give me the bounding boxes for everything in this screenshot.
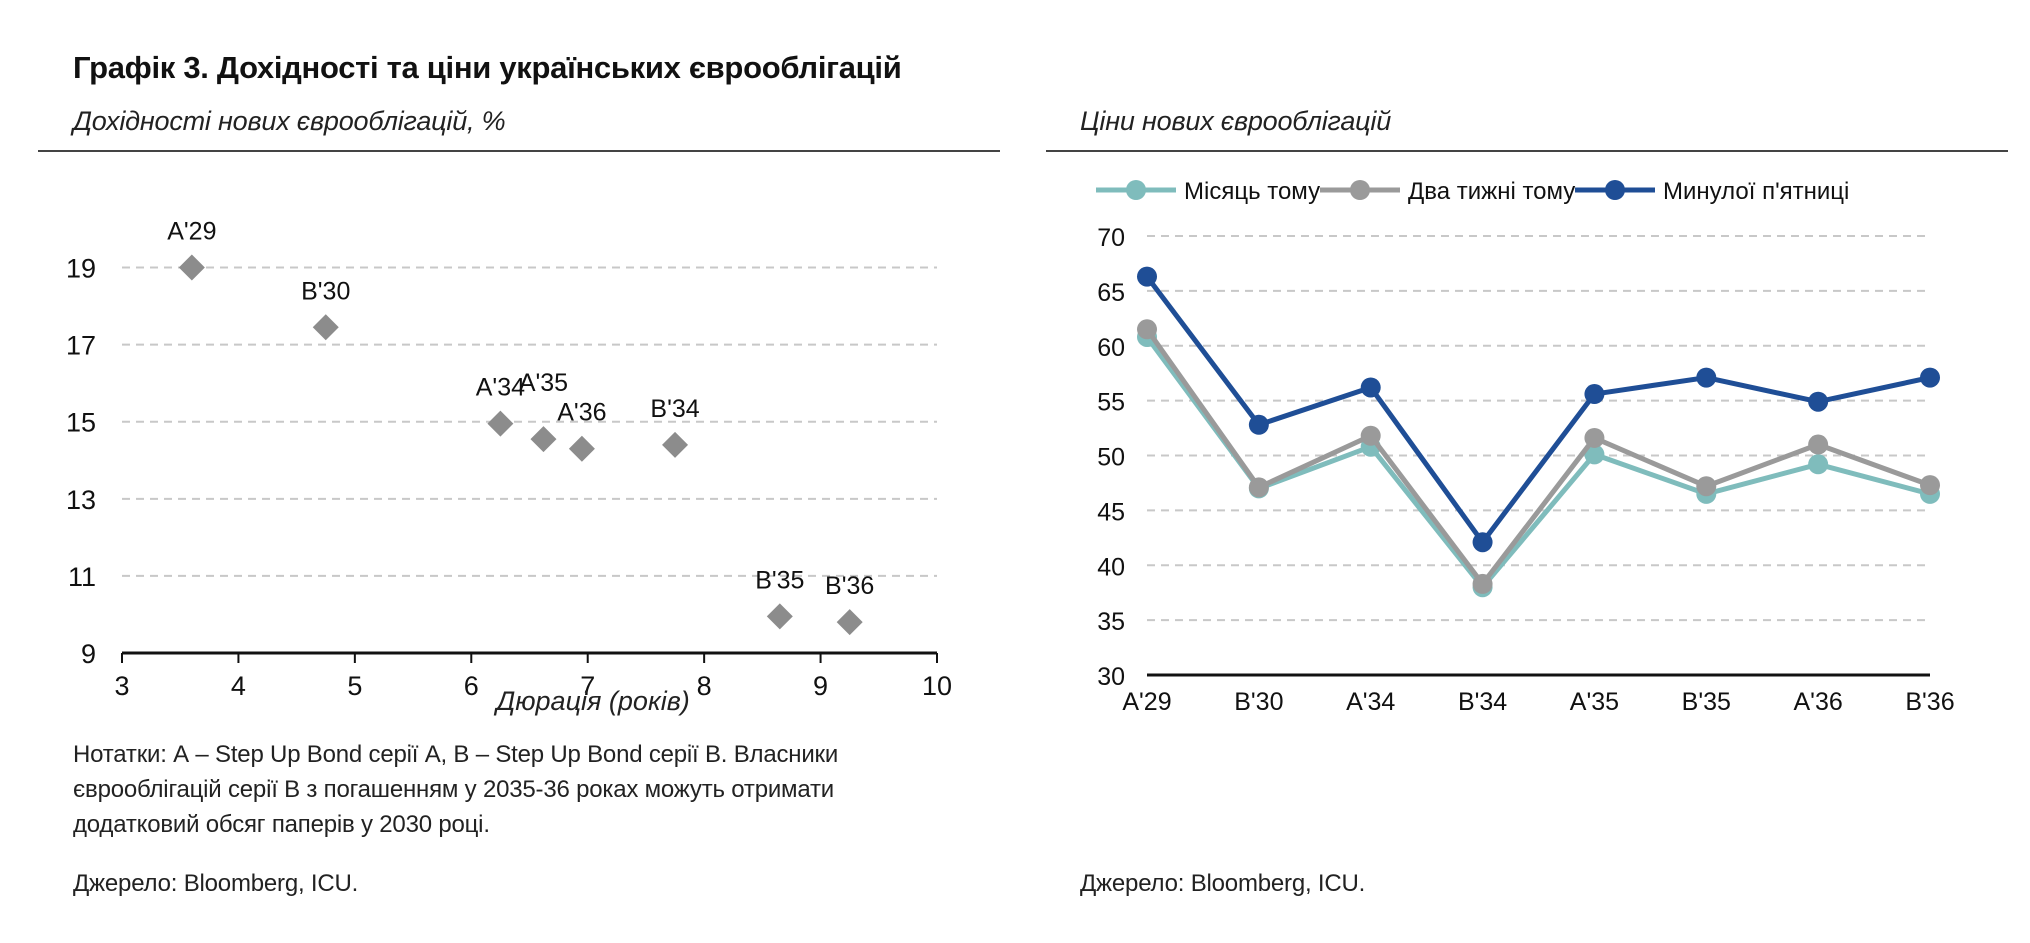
yield-chart-source: Джерело: Bloomberg, ICU.: [73, 870, 359, 897]
legend-swatch-marker: [1350, 180, 1370, 200]
x-tick-label: 8: [697, 671, 712, 701]
series-point: [1584, 384, 1605, 405]
y-tick-label: 15: [66, 408, 96, 438]
note-line: єврооблігацій серії В з погашенням у 203…: [73, 776, 834, 803]
series-point: [1808, 454, 1829, 475]
point-label: A'29: [167, 218, 216, 246]
y-tick-label: 65: [1097, 279, 1125, 307]
y-tick-label: 30: [1097, 663, 1125, 691]
y-tick-label: 55: [1097, 389, 1125, 417]
point-label: A'35: [519, 369, 568, 397]
scatter-point: [312, 314, 339, 341]
x-tick-label: A'29: [1122, 688, 1171, 716]
series-point: [1584, 444, 1605, 465]
price-chart-top-rule: [1046, 150, 2008, 152]
x-tick-label: B'34: [1458, 688, 1507, 716]
legend-swatch-marker: [1126, 180, 1146, 200]
x-tick-label: B'30: [1234, 688, 1283, 716]
series-point: [1248, 414, 1269, 435]
scatter-point: [487, 410, 514, 437]
x-tick-label: 7: [580, 671, 595, 701]
series-point: [1360, 377, 1381, 398]
y-tick-label: 35: [1097, 608, 1125, 636]
x-tick-label: 9: [813, 671, 828, 701]
series-line: [1144, 327, 1931, 587]
price-chart-source: Джерело: Bloomberg, ICU.: [1080, 870, 1366, 897]
scatter-point: [766, 603, 793, 630]
series-point: [1696, 367, 1717, 388]
legend-label: Минулої п'ятниці: [1663, 178, 1849, 205]
series-point: [1472, 532, 1493, 553]
series-point: [1472, 573, 1493, 594]
point-label: B'35: [755, 566, 804, 594]
x-axis-title: Дюрація (років): [493, 686, 690, 716]
yield-chart-notes: Нотатки: А – Step Up Bond серії А, В – S…: [73, 737, 838, 842]
point-label: A'34: [476, 374, 525, 402]
note-line: Нотатки: А – Step Up Bond серії А, В – S…: [73, 741, 839, 768]
x-tick-label: 10: [922, 671, 952, 701]
page-title: Графік 3. Дохідності та ціни українських…: [73, 50, 902, 85]
x-tick-label: B'36: [1905, 688, 1954, 716]
legend-swatch-marker: [1605, 180, 1625, 200]
x-tick-label: B'35: [1682, 688, 1731, 716]
series-line: [1145, 275, 1931, 545]
series-point: [1137, 319, 1157, 340]
legend-label: Два тижні тому: [1408, 178, 1575, 205]
y-tick-label: 17: [66, 331, 96, 361]
point-label: B'36: [825, 572, 874, 600]
scatter-point: [178, 254, 205, 281]
scatter-point: [530, 426, 557, 453]
y-tick-label: 50: [1097, 444, 1125, 472]
x-tick-label: A'35: [1570, 688, 1619, 716]
series-point: [1248, 477, 1269, 498]
y-tick-label: 45: [1097, 498, 1125, 526]
series-point: [1696, 476, 1717, 497]
point-label: A'36: [557, 399, 606, 427]
x-tick-label: 4: [231, 671, 246, 701]
price-chart-subtitle: Ціни нових єврооблігацій: [1080, 106, 1392, 136]
note-line: додатковий обсяг паперів у 2030 році.: [73, 811, 490, 838]
yield-chart-subtitle: Дохідності нових єврооблігацій, %: [73, 106, 506, 136]
yield-chart-top-rule: [38, 150, 1000, 152]
x-tick-label: 6: [464, 671, 479, 701]
series-point: [1137, 266, 1157, 287]
yield-scatter-chart: 9 11 13 15 17 19 3 4 5 6 7 8 9 10 Дюрація (років) A'29 B…: [66, 218, 952, 716]
price-line-chart: 30 35 40 45 50 55 60 65 70 A'29 B'30 A'34 B'34 A'35 B'…: [1096, 178, 1955, 716]
x-tick-label: A'36: [1794, 688, 1843, 716]
series-point: [1584, 427, 1605, 448]
series-point: [1360, 425, 1381, 446]
y-tick-label: 40: [1097, 553, 1125, 581]
y-tick-label: 70: [1097, 224, 1125, 252]
y-tick-label: 9: [81, 639, 96, 669]
x-tick-label: 3: [114, 671, 129, 701]
series-point: [1808, 434, 1829, 455]
point-label: B'34: [650, 395, 699, 423]
x-tick-label: A'34: [1346, 688, 1395, 716]
series-point: [1920, 475, 1940, 496]
series-point: [1808, 391, 1829, 412]
scatter-point: [836, 609, 863, 636]
point-label: B'30: [301, 277, 350, 305]
x-tick-label: 5: [347, 671, 362, 701]
y-tick-label: 60: [1097, 334, 1125, 362]
scatter-point: [568, 435, 595, 462]
scatter-point: [662, 431, 689, 458]
series-point: [1920, 367, 1940, 388]
y-tick-label: 13: [66, 485, 96, 515]
legend-label: Місяць тому: [1184, 178, 1320, 205]
y-tick-label: 11: [68, 562, 96, 592]
y-tick-label: 19: [66, 254, 96, 284]
